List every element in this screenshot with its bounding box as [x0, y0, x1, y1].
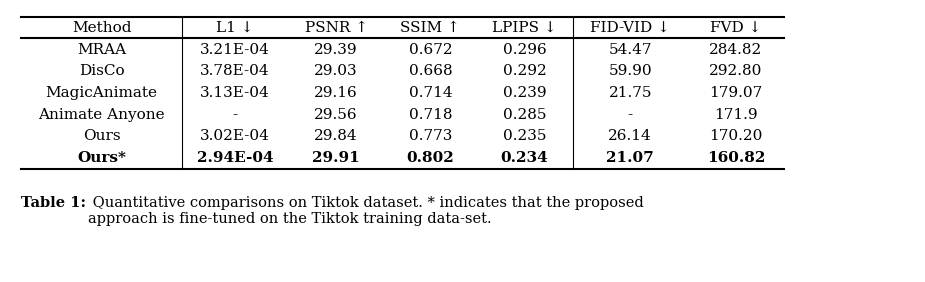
Text: LPIPS ↓: LPIPS ↓: [492, 21, 557, 35]
Text: PSNR ↑: PSNR ↑: [304, 21, 367, 35]
Text: 0.802: 0.802: [406, 151, 454, 165]
Text: L1 ↓: L1 ↓: [216, 21, 253, 35]
Text: 3.02E-04: 3.02E-04: [200, 129, 270, 144]
Text: 292.80: 292.80: [709, 64, 763, 78]
Text: Ours: Ours: [83, 129, 120, 144]
Text: 29.56: 29.56: [314, 108, 358, 122]
Text: 0.773: 0.773: [409, 129, 452, 144]
Text: MagicAnimate: MagicAnimate: [45, 86, 157, 100]
Text: 0.718: 0.718: [409, 108, 452, 122]
Text: 0.234: 0.234: [500, 151, 549, 165]
Text: 0.292: 0.292: [502, 64, 547, 78]
Text: 0.285: 0.285: [503, 108, 547, 122]
Text: 3.78E-04: 3.78E-04: [200, 64, 270, 78]
Text: 179.07: 179.07: [709, 86, 762, 100]
Text: Ours*: Ours*: [77, 151, 126, 165]
Text: 0.714: 0.714: [409, 86, 452, 100]
Text: Table 1:: Table 1:: [21, 196, 86, 210]
Text: 29.03: 29.03: [314, 64, 358, 78]
Text: Animate Anyone: Animate Anyone: [38, 108, 165, 122]
Text: FID-VID ↓: FID-VID ↓: [590, 21, 671, 35]
Text: 3.13E-04: 3.13E-04: [200, 86, 270, 100]
Text: -: -: [232, 108, 238, 122]
Text: 0.672: 0.672: [409, 43, 452, 57]
Text: 29.91: 29.91: [313, 151, 360, 165]
Text: 160.82: 160.82: [707, 151, 765, 165]
Text: 170.20: 170.20: [709, 129, 763, 144]
Text: Quantitative comparisons on Tiktok dataset. * indicates that the proposed
approa: Quantitative comparisons on Tiktok datas…: [88, 196, 644, 226]
Text: 29.16: 29.16: [314, 86, 358, 100]
Text: SSIM ↑: SSIM ↑: [401, 21, 461, 35]
Text: -: -: [628, 108, 633, 122]
Text: 0.235: 0.235: [503, 129, 547, 144]
Text: DisCo: DisCo: [79, 64, 125, 78]
Text: 171.9: 171.9: [714, 108, 758, 122]
Text: 54.47: 54.47: [609, 43, 652, 57]
Text: 0.668: 0.668: [409, 64, 452, 78]
Text: Method: Method: [72, 21, 131, 35]
Text: 0.239: 0.239: [503, 86, 547, 100]
Text: 29.39: 29.39: [314, 43, 358, 57]
Text: 284.82: 284.82: [709, 43, 762, 57]
Text: 59.90: 59.90: [609, 64, 652, 78]
Text: 21.75: 21.75: [609, 86, 652, 100]
Text: MRAA: MRAA: [77, 43, 126, 57]
Text: 0.296: 0.296: [502, 43, 547, 57]
Text: 2.94E-04: 2.94E-04: [197, 151, 273, 165]
Text: 26.14: 26.14: [609, 129, 652, 144]
Text: FVD ↓: FVD ↓: [710, 21, 761, 35]
Text: 3.21E-04: 3.21E-04: [200, 43, 270, 57]
Text: 21.07: 21.07: [607, 151, 654, 165]
Text: 29.84: 29.84: [314, 129, 358, 144]
